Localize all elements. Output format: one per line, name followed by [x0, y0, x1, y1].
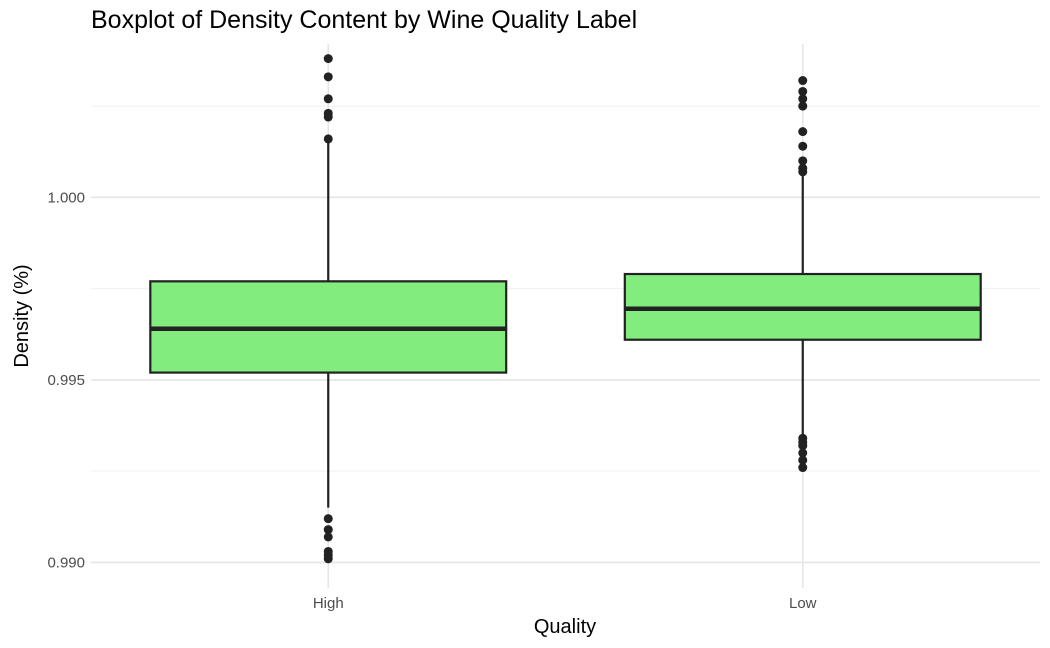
y-tick-label: 0.995 [47, 372, 85, 389]
box-low [623, 76, 982, 473]
outlier-point [323, 54, 333, 64]
chart-title: Boxplot of Density Content by Wine Quali… [91, 6, 637, 34]
outlier-point [798, 141, 808, 151]
outlier-point [323, 72, 333, 82]
outlier-point [323, 514, 333, 524]
outlier-point [798, 455, 808, 465]
outlier-point [323, 525, 333, 535]
boxes [149, 54, 982, 564]
x-tick-label: Low [789, 595, 817, 612]
outlier-point [323, 532, 333, 542]
y-tick-label: 1.000 [47, 189, 85, 206]
outlier-point [323, 94, 333, 104]
outlier-point [798, 76, 808, 86]
box-high [149, 54, 508, 564]
outlier-point [798, 86, 808, 96]
y-axis-title: Density (%) [11, 264, 33, 367]
x-tick-label: High [313, 595, 344, 612]
x-tick-labels: High Low [313, 595, 817, 612]
outlier-point [798, 94, 808, 104]
outlier-point [798, 101, 808, 111]
outlier-point [323, 112, 333, 122]
outlier-point [798, 463, 808, 473]
outlier-point [798, 156, 808, 166]
outlier-point [798, 167, 808, 177]
outlier-point [323, 554, 333, 564]
y-tick-labels: 0.990 0.995 1.000 [47, 189, 85, 571]
outlier-point [798, 448, 808, 458]
outlier-point [323, 134, 333, 144]
y-tick-label: 0.990 [47, 554, 85, 571]
outlier-point [798, 441, 808, 451]
x-axis-title: Quality [534, 616, 596, 638]
outlier-point [798, 127, 808, 137]
